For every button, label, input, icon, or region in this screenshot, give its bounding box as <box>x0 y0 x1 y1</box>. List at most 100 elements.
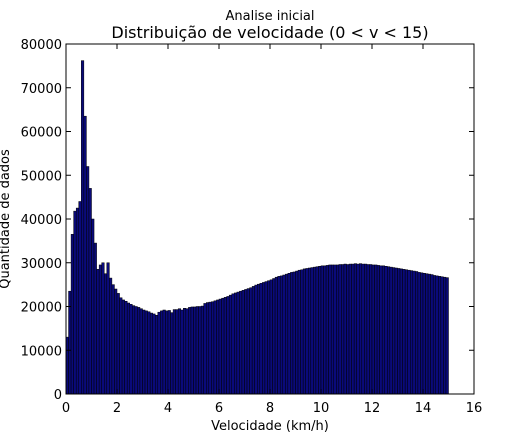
x-tick-label: 16 <box>466 401 483 416</box>
histogram-bar <box>308 267 312 395</box>
histogram-bar <box>254 284 258 395</box>
y-tick-label: 20000 <box>21 301 62 316</box>
histogram-bar <box>155 315 159 395</box>
histogram-bar <box>121 299 125 395</box>
histogram-bar <box>75 207 79 395</box>
y-tick-label: 40000 <box>21 213 62 228</box>
histogram-bar <box>282 274 286 395</box>
histogram-bar <box>234 292 238 395</box>
histogram-bar <box>88 188 92 395</box>
histogram-bar <box>333 264 337 395</box>
x-tick-label: 4 <box>164 401 172 416</box>
y-tick-label: 30000 <box>21 257 62 272</box>
histogram-bar <box>295 270 299 395</box>
y-tick-label: 60000 <box>21 126 62 141</box>
histogram-bar <box>126 302 130 395</box>
histogram-bar <box>379 265 383 395</box>
histogram-bar <box>142 309 146 395</box>
histogram-bar <box>244 289 248 395</box>
histogram-bar <box>221 297 225 395</box>
histogram-bar <box>374 264 378 395</box>
histogram-bar <box>315 266 319 395</box>
chart-title: Distribuição de velocidade (0 < v < 15) <box>111 23 428 42</box>
histogram-bar <box>185 308 189 395</box>
histogram-bar <box>139 308 143 395</box>
histogram-bar <box>310 267 314 395</box>
histogram-bar <box>165 310 169 395</box>
histogram-bar <box>96 269 100 395</box>
histogram-bar <box>399 268 403 395</box>
histogram-bar <box>267 280 271 395</box>
histogram-bar <box>129 304 133 395</box>
histogram-bar <box>323 265 327 395</box>
histogram-bar <box>325 265 329 395</box>
histogram-bar <box>226 296 230 395</box>
histogram-bar <box>149 312 153 395</box>
histogram-bar <box>70 234 74 395</box>
histogram-bar <box>208 301 212 395</box>
histogram-bar <box>241 290 245 395</box>
histogram-bar <box>251 286 255 395</box>
histogram-bar <box>262 282 266 395</box>
y-axis-label: Quantidade de dados <box>0 149 13 289</box>
histogram-bar <box>137 307 141 395</box>
x-tick-label: 2 <box>113 401 121 416</box>
histogram-bar <box>81 60 85 395</box>
histogram-bar <box>183 308 187 395</box>
histogram-bar <box>387 266 391 395</box>
histogram-bar <box>336 264 340 395</box>
histogram-bar <box>144 310 148 395</box>
x-tick-label: 6 <box>215 401 223 416</box>
histogram-bar <box>218 298 222 395</box>
chart-subtitle: Analise inicial <box>225 9 314 24</box>
histogram-bar <box>264 281 268 395</box>
histogram-bar <box>290 272 294 395</box>
histogram-bar <box>228 294 232 395</box>
histogram-bar <box>412 270 416 395</box>
histogram-bar <box>443 276 447 395</box>
histogram-bar <box>402 269 406 395</box>
bars-group <box>65 60 449 395</box>
histogram-bar <box>177 308 181 395</box>
histogram-bar <box>269 279 273 395</box>
histogram-bar <box>394 267 398 395</box>
histogram-bar <box>190 306 194 395</box>
histogram-bar <box>73 210 77 395</box>
histogram-bar <box>180 309 184 395</box>
histogram-bar <box>445 277 449 395</box>
histogram-bar <box>338 264 342 395</box>
x-tick-label: 14 <box>415 401 432 416</box>
histogram-bar <box>109 277 113 395</box>
histogram-bar <box>351 263 355 395</box>
histogram-bar <box>160 310 164 395</box>
histogram-bar <box>297 269 301 395</box>
y-tick-label: 0 <box>54 388 62 403</box>
histogram-bar <box>78 201 82 395</box>
histogram-bar <box>361 263 365 395</box>
histogram-bar <box>152 313 156 395</box>
histogram-bar <box>432 275 437 395</box>
histogram-bar <box>371 264 375 395</box>
histogram-bar <box>410 270 414 395</box>
y-tick-label: 70000 <box>21 82 62 97</box>
histogram-bar <box>302 268 306 395</box>
histogram-bar <box>114 288 118 395</box>
histogram-bar <box>83 115 87 395</box>
histogram-bar <box>195 306 199 395</box>
histogram-bar <box>366 264 370 395</box>
histogram-bar <box>343 263 347 395</box>
histogram-bar <box>157 311 161 395</box>
histogram-bar <box>404 269 408 395</box>
histogram-bar <box>111 284 115 395</box>
histogram-bar <box>430 274 434 395</box>
y-tick-label: 10000 <box>21 344 62 359</box>
histogram-bar <box>440 276 444 395</box>
histogram-bar <box>292 271 296 395</box>
histogram-bar <box>313 266 317 395</box>
histogram-bar <box>384 266 388 395</box>
histogram-bar <box>162 309 166 395</box>
histogram-bar <box>132 305 136 395</box>
histogram-bar <box>330 264 335 395</box>
histogram-bar <box>147 311 151 395</box>
histogram-bar <box>188 307 192 395</box>
